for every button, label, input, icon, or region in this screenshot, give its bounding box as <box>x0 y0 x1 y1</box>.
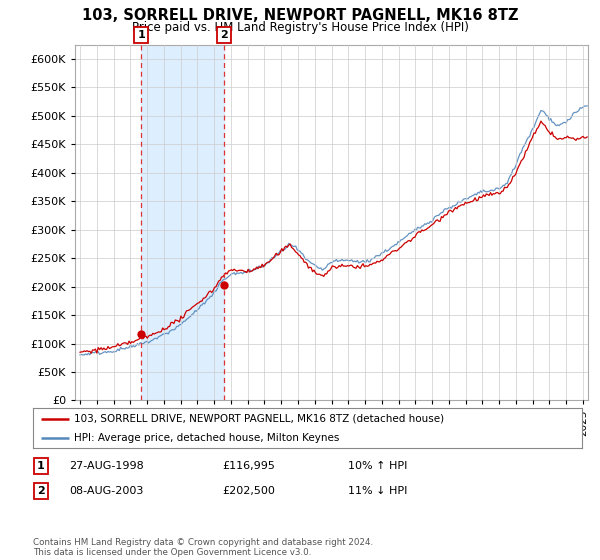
Text: 08-AUG-2003: 08-AUG-2003 <box>69 486 143 496</box>
Text: 1: 1 <box>137 30 145 40</box>
Text: 1: 1 <box>37 461 44 471</box>
Text: £202,500: £202,500 <box>222 486 275 496</box>
Text: 27-AUG-1998: 27-AUG-1998 <box>69 461 144 471</box>
Text: 103, SORRELL DRIVE, NEWPORT PAGNELL, MK16 8TZ: 103, SORRELL DRIVE, NEWPORT PAGNELL, MK1… <box>82 8 518 24</box>
Text: 103, SORRELL DRIVE, NEWPORT PAGNELL, MK16 8TZ (detached house): 103, SORRELL DRIVE, NEWPORT PAGNELL, MK1… <box>74 414 444 423</box>
Text: Contains HM Land Registry data © Crown copyright and database right 2024.
This d: Contains HM Land Registry data © Crown c… <box>33 538 373 557</box>
Text: Price paid vs. HM Land Registry's House Price Index (HPI): Price paid vs. HM Land Registry's House … <box>131 21 469 34</box>
Text: 10% ↑ HPI: 10% ↑ HPI <box>348 461 407 471</box>
Text: 2: 2 <box>220 30 228 40</box>
Text: HPI: Average price, detached house, Milton Keynes: HPI: Average price, detached house, Milt… <box>74 433 340 443</box>
Text: £116,995: £116,995 <box>222 461 275 471</box>
Bar <box>141 45 224 400</box>
Text: 11% ↓ HPI: 11% ↓ HPI <box>348 486 407 496</box>
Text: 2: 2 <box>37 486 44 496</box>
